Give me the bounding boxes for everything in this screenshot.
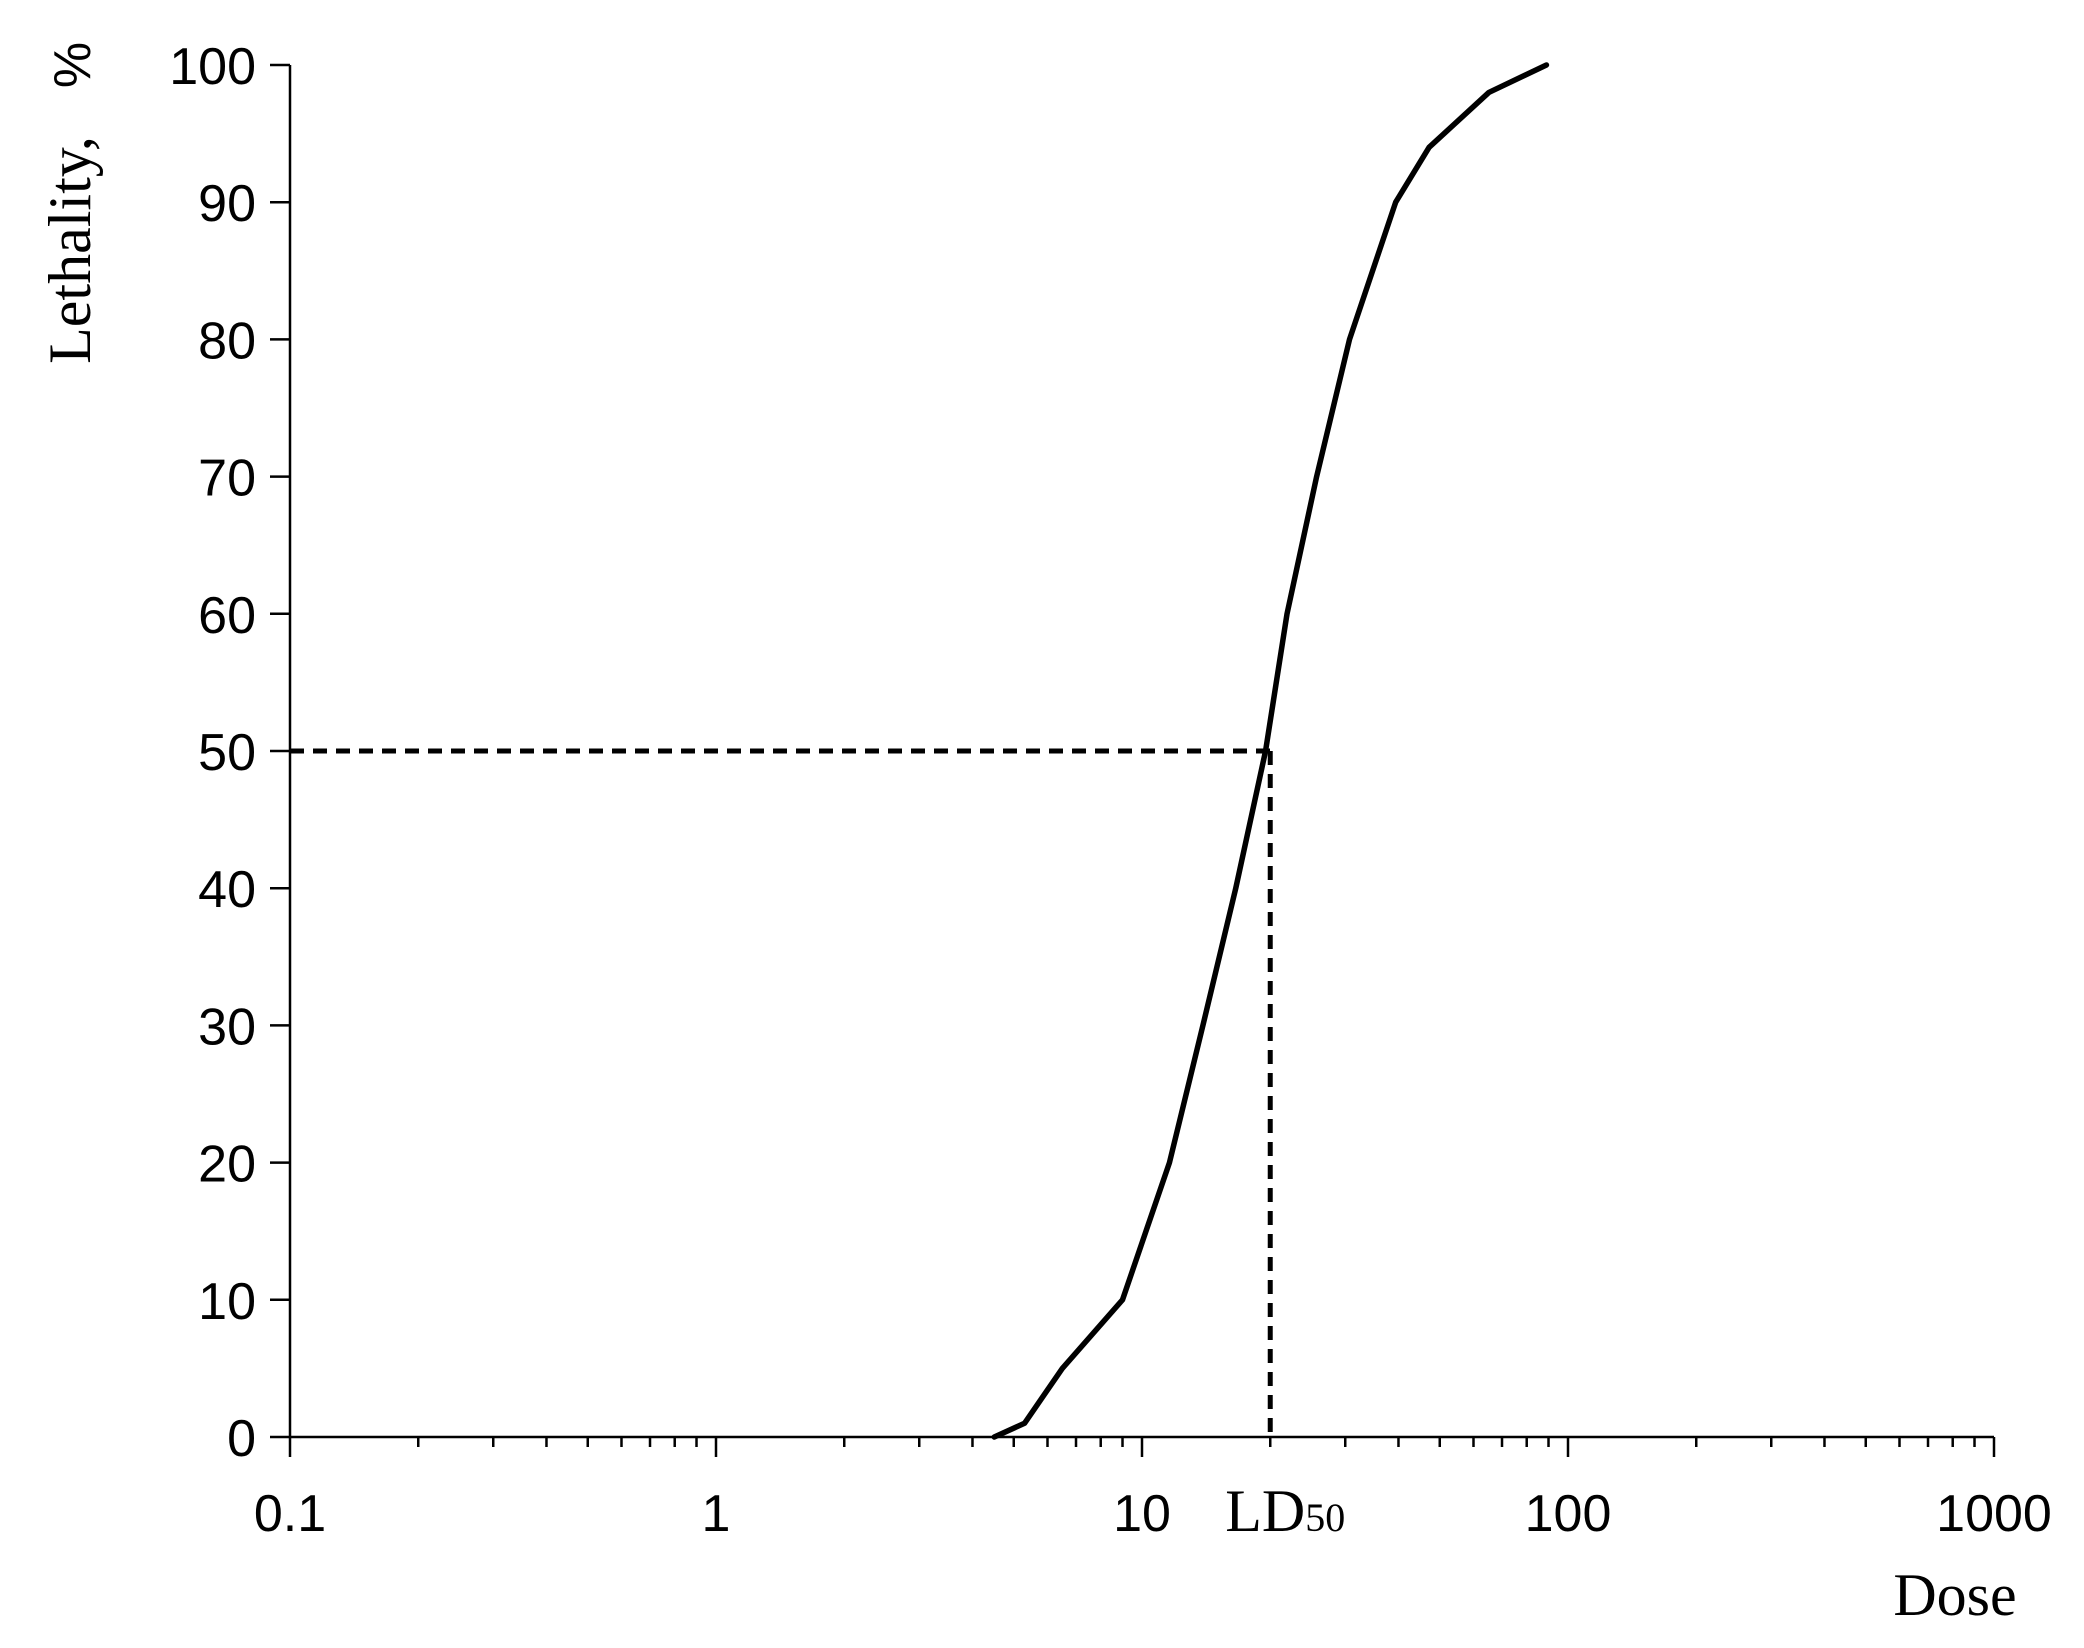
line-series	[991, 62, 1550, 1440]
y-axis-label: Lethality,	[37, 136, 103, 364]
y-tick-label: 40	[198, 861, 256, 919]
annotation-subscript: 50	[1305, 1495, 1345, 1540]
y-tick-label: 30	[198, 998, 256, 1056]
x-tick-label: 0.1	[254, 1485, 326, 1543]
y-tick-label: 60	[198, 587, 256, 645]
annotation-text: LD	[1225, 1478, 1305, 1544]
y-tick-label: 10	[198, 1273, 256, 1331]
y-tick-label: 80	[198, 312, 256, 370]
x-axis-label: Dose	[1893, 1562, 2016, 1628]
y-tick-label: 0	[227, 1410, 256, 1468]
y-tick-label: 90	[198, 175, 256, 233]
x-tick-label: 10	[1113, 1485, 1171, 1543]
x-tick-label: 1	[702, 1485, 731, 1543]
y-tick-label: 20	[198, 1136, 256, 1194]
y-tick-label: 100	[169, 38, 256, 96]
x-tick-label: 1000	[1936, 1485, 2052, 1543]
y-tick-label: 70	[198, 450, 256, 508]
x-tick-label: 100	[1525, 1485, 1612, 1543]
y-tick-label: 50	[198, 724, 256, 782]
y-axis-unit: %	[44, 42, 102, 88]
annotation-label: LD50	[1225, 1478, 1345, 1544]
